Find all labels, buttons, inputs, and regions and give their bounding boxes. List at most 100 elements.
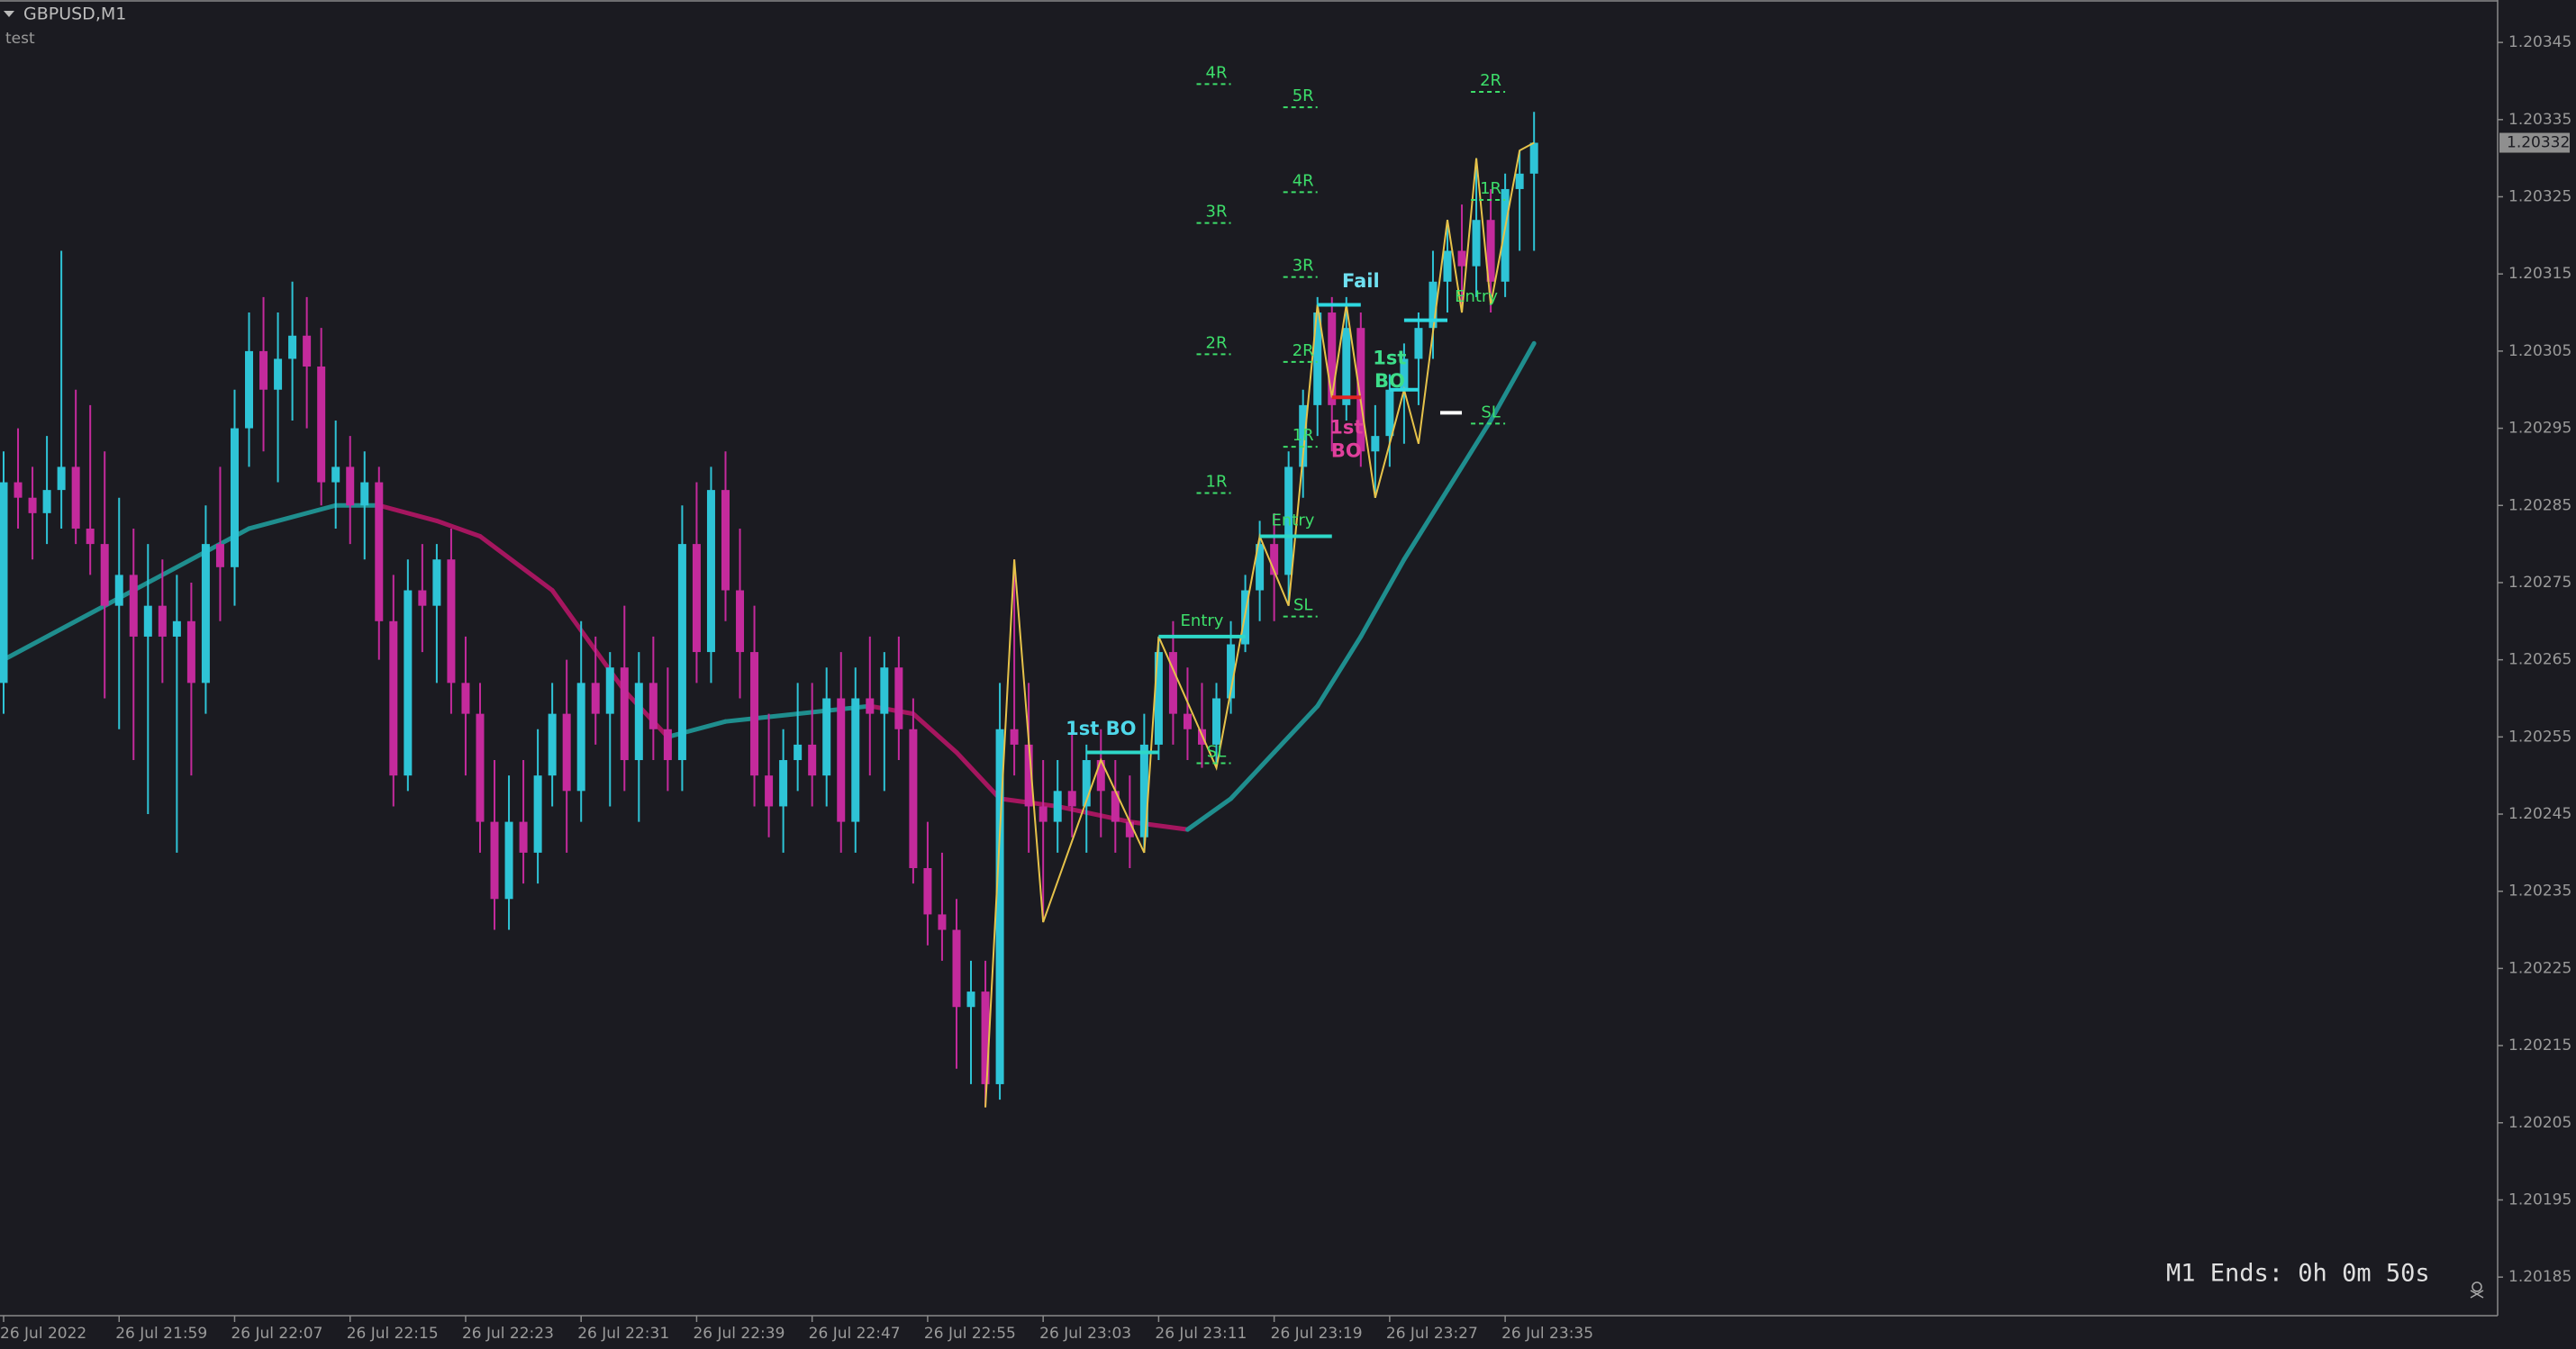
last-price-box — [2499, 132, 2570, 153]
x-tick-label: 26 Jul 23:03 — [1039, 1325, 1131, 1343]
candle-body — [259, 350, 268, 390]
candle-body — [1529, 142, 1538, 174]
candle-body — [1486, 220, 1495, 282]
symbol-dropdown[interactable] — [4, 11, 14, 17]
moving-average-segment — [1, 580, 150, 663]
x-tick-label: 26 Jul 22:55 — [924, 1325, 1016, 1343]
candle-body — [346, 466, 355, 506]
candle-body — [1313, 312, 1322, 405]
candle-body — [995, 729, 1004, 1084]
y-tick-label: 1.20245 — [2508, 805, 2571, 823]
candle-body — [1385, 389, 1394, 437]
candle-body — [1227, 644, 1236, 699]
icon — [2470, 1281, 2484, 1299]
candle-body — [1299, 404, 1308, 467]
y-tick-label: 1.20285 — [2508, 496, 2571, 514]
candle-body — [866, 698, 875, 714]
x-tick-label: 26 Jul 22:31 — [577, 1325, 669, 1343]
candle-body — [880, 667, 889, 714]
y-tick-label: 1.20265 — [2508, 651, 2571, 669]
moving-average-segment — [665, 719, 728, 739]
moving-average-segment — [621, 688, 670, 739]
y-tick-label: 1.20335 — [2508, 111, 2571, 129]
candle-body — [158, 605, 167, 637]
candle-body — [230, 428, 239, 567]
annotation-label: Entry — [1272, 511, 1315, 530]
candle-body — [779, 760, 788, 807]
candle-body — [706, 490, 715, 653]
x-tick-label: 26 Jul 23:27 — [1386, 1325, 1478, 1343]
y-tick-label: 1.20305 — [2508, 342, 2571, 360]
annotation-label: Entry — [1455, 287, 1498, 306]
candle-body — [1053, 791, 1062, 822]
x-tick-label: 26 Jul 22:07 — [231, 1325, 322, 1343]
candle-body — [28, 497, 37, 513]
candle-body — [331, 466, 340, 483]
candle-body — [504, 821, 513, 900]
candle-body — [1168, 652, 1177, 714]
candle-body — [57, 466, 66, 491]
candle-body — [432, 559, 441, 606]
candle-body — [1082, 760, 1091, 807]
annotation-label: 3R — [1293, 257, 1314, 276]
candle-body — [1328, 312, 1337, 405]
candle-body — [851, 698, 860, 822]
candle-body — [677, 544, 686, 761]
candle-body — [100, 544, 109, 606]
candle-body — [605, 667, 614, 714]
candle-body — [1371, 436, 1380, 452]
annotation-label: 2R — [1480, 71, 1501, 90]
candle-body — [1342, 328, 1351, 405]
y-tick-label: 1.20255 — [2508, 728, 2571, 746]
x-tick-label: 26 Jul 23:11 — [1155, 1325, 1247, 1343]
x-tick-label: 26 Jul 23:19 — [1271, 1325, 1363, 1343]
candle-body — [389, 620, 398, 776]
y-tick-label: 1.20185 — [2508, 1268, 2571, 1286]
candle-body — [1400, 358, 1409, 390]
candle-body — [215, 544, 224, 567]
y-tick-label: 1.20235 — [2508, 883, 2571, 901]
annotation-label: 2R — [1293, 341, 1314, 360]
candle-body — [1067, 791, 1076, 807]
annotation-label: 1st — [1373, 347, 1406, 368]
candle-body — [476, 713, 485, 822]
x-tick-label: 26 Jul 22:15 — [347, 1325, 439, 1343]
y-tick-label: 1.20195 — [2508, 1191, 2571, 1209]
x-tick-label: 26 Jul 22:23 — [462, 1325, 554, 1343]
candle-body — [952, 929, 961, 1008]
candle-body — [750, 652, 759, 776]
candle-body — [86, 528, 95, 545]
x-tick-label: 26 Jul 2022 — [0, 1325, 86, 1343]
y-tick-label: 1.20215 — [2508, 1037, 2571, 1055]
candle-body — [288, 335, 297, 359]
candle-body — [519, 821, 528, 853]
candle-body — [447, 559, 456, 684]
candle-body — [548, 713, 557, 776]
candle-body — [1256, 544, 1265, 591]
candle-body — [114, 575, 123, 606]
indicator-name: test — [5, 30, 35, 48]
moving-average-segment — [1127, 819, 1190, 832]
symbol-title: GBPUSD,M1 — [23, 5, 126, 24]
annotation-label: 5R — [1293, 86, 1314, 105]
moving-average-segment — [1315, 634, 1364, 709]
candle-body — [663, 729, 672, 761]
candle-body — [1501, 188, 1510, 282]
candle-body — [1039, 806, 1048, 822]
candle-body — [274, 358, 283, 390]
candle-body — [317, 367, 326, 483]
annotation-label: Fail — [1342, 270, 1380, 292]
y-tick-label: 1.20205 — [2508, 1114, 2571, 1132]
moving-average-segment — [1401, 487, 1450, 562]
candle-body — [0, 482, 8, 684]
candle-body — [966, 991, 975, 1008]
candle-body — [143, 605, 152, 637]
annotation-label: SL — [1481, 403, 1500, 421]
x-tick-label: 26 Jul 21:59 — [115, 1325, 207, 1343]
candle-body — [620, 667, 629, 761]
candle-body — [1356, 328, 1365, 452]
candle-body — [129, 575, 138, 637]
candle-body — [736, 590, 745, 653]
y-tick-label: 1.20295 — [2508, 420, 2571, 438]
last-price-label: 1.20332 — [2507, 134, 2570, 152]
